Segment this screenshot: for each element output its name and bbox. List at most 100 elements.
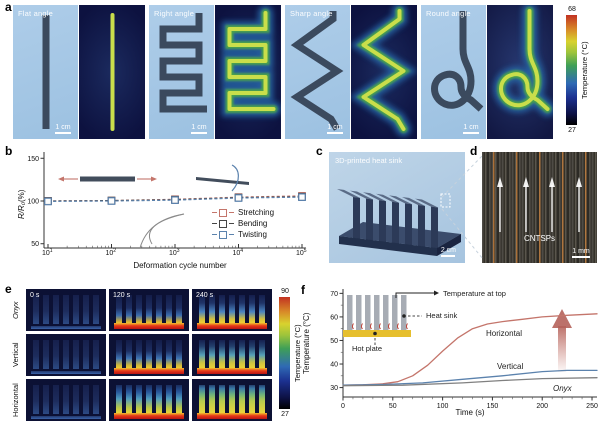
heat-sink-fins (33, 385, 99, 414)
svg-text:103: 103 (169, 248, 180, 257)
heat-sink-base (113, 413, 185, 419)
heat-sink-schematic-icon (343, 290, 439, 345)
curve-label-vertical: Vertical (497, 362, 524, 371)
panel-label-d: d (470, 144, 478, 158)
sample-title: Flat angle (18, 9, 53, 18)
legend-dash (229, 233, 234, 236)
svg-text:40: 40 (330, 362, 338, 369)
legend-dash (212, 211, 217, 214)
legend-label: Twisting (238, 230, 267, 239)
curve-label-horizontal: Horizontal (486, 329, 523, 338)
legend-label: Stretching (238, 208, 275, 217)
d-scale-bar: 1 mm (572, 248, 590, 258)
colorbar-e-gradient (279, 297, 290, 409)
heat-sink-fins (199, 295, 265, 324)
thermal-image: 120 s (109, 289, 189, 331)
time-label: 120 s (113, 292, 131, 299)
svg-text:100: 100 (437, 403, 449, 410)
svg-text:60: 60 (330, 314, 338, 321)
svg-text:102: 102 (106, 248, 117, 257)
svg-text:70: 70 (330, 291, 338, 298)
cntsp-annotation: CNTSPs (523, 234, 556, 243)
heat-sink-fins (199, 340, 265, 369)
scale-bar: 1 cm (191, 124, 207, 134)
thermal-image: 0 s (26, 289, 106, 331)
sample-photo: Right angle 1 cm (149, 5, 214, 139)
colorbar-a-gradient (566, 15, 577, 125)
time-label: 240 s (196, 292, 214, 299)
heat-sink-fins (199, 385, 265, 414)
sample-pair: Flat angle 1 cm (13, 5, 145, 139)
sample-title: Right angle (154, 9, 195, 18)
curve-label-onyx: Onyx (553, 384, 572, 393)
panel-a-samples: Flat angle 1 cm Right angle 1 cm Sharp angle… (13, 5, 553, 139)
b-x-axis-label: Deformation cycle number (133, 261, 227, 270)
alignment-arrows-icon (497, 177, 582, 232)
svg-text:50: 50 (31, 241, 39, 248)
sample-title: Sharp angle (290, 9, 333, 18)
c-caption: 3D-printed heat sink (335, 156, 403, 165)
scale-bar-text: 1 cm (55, 124, 71, 131)
thermal-image (26, 379, 106, 421)
scale-bar: 1 cm (463, 124, 479, 134)
heat-sink-fins (33, 295, 99, 324)
legend-item-twisting: Twisting (212, 230, 274, 239)
legend-label: Bending (238, 219, 268, 228)
panel-label-f: f (301, 283, 305, 297)
sample-pair: Right angle 1 cm (149, 5, 281, 139)
cntsp-micrograph: CNTSPs 1 mm (482, 152, 597, 263)
resistance-vs-cycles-chart: 50 100 150 101 102 103 104 105 (27, 152, 307, 257)
sample-pair: Round angle 1 cm (421, 5, 553, 139)
svg-text:30: 30 (330, 385, 338, 392)
scale-bar-line (55, 132, 71, 134)
heat-sink-base (30, 415, 102, 419)
thermal-image (192, 334, 272, 376)
svg-text:100: 100 (27, 199, 39, 206)
sample-photo: Flat angle 1 cm (13, 5, 78, 139)
note-temperature-at-top: Temperature at top (443, 289, 506, 298)
thermal-time-series-panel: e Onyx Vertical Horizontal 0 s 120 s 240 s 9… (0, 282, 312, 423)
sample-photo: Sharp angle 1 cm (285, 5, 350, 139)
colorbar-a-label: Temperature (°C) (580, 41, 589, 99)
zoom-region-box (440, 193, 451, 208)
colorbar-e-min: 27 (281, 411, 289, 418)
panel-label-e: e (5, 282, 12, 296)
e-row-label: Horizontal (11, 383, 20, 417)
scale-bar-line (191, 132, 207, 134)
svg-text:101: 101 (42, 248, 53, 257)
svg-text:150: 150 (487, 403, 499, 410)
colorbar-e: 90 27 Temperature (°C) (277, 288, 311, 420)
svg-text:50: 50 (330, 338, 338, 345)
bending-icon (139, 213, 185, 249)
colorbar-a-min: 27 (568, 127, 576, 134)
legend-dash (229, 211, 234, 214)
bending-marker-icon (219, 219, 227, 228)
heat-sink-fins (116, 385, 182, 414)
legend-dash (212, 233, 217, 236)
stretching-icon (58, 176, 157, 182)
scale-bar: 1 cm (55, 124, 71, 134)
scale-bar-text: 1 cm (463, 124, 479, 131)
sample-photo: Round angle 1 cm (421, 5, 486, 139)
thermal-image (109, 334, 189, 376)
svg-text:50: 50 (389, 403, 397, 410)
e-row-label: Vertical (11, 342, 20, 368)
colorbar-a-max: 68 (568, 6, 576, 13)
panel-label-b: b (5, 144, 13, 158)
c-scale-bar: 2 cm (440, 247, 456, 257)
sample-thermal (351, 5, 417, 139)
c-scale-bar-text: 2 cm (440, 247, 456, 254)
colorbar-e-max: 90 (281, 288, 289, 295)
svg-text:104: 104 (233, 248, 244, 257)
sample-pair: Sharp angle 1 cm (285, 5, 417, 139)
d-scale-bar-text: 1 mm (572, 248, 590, 255)
svg-text:105: 105 (296, 248, 307, 257)
legend-item-stretching: Stretching (212, 208, 274, 217)
scale-bar-line (327, 132, 343, 134)
scale-bar-text: 1 cm (327, 124, 343, 131)
c-scale-bar-line (440, 255, 455, 257)
heat-sink-fins (116, 295, 182, 324)
b-legend: Stretching Bending Twisting (212, 208, 274, 239)
scale-bar-line (463, 132, 479, 134)
heat-sink-base (196, 368, 268, 374)
